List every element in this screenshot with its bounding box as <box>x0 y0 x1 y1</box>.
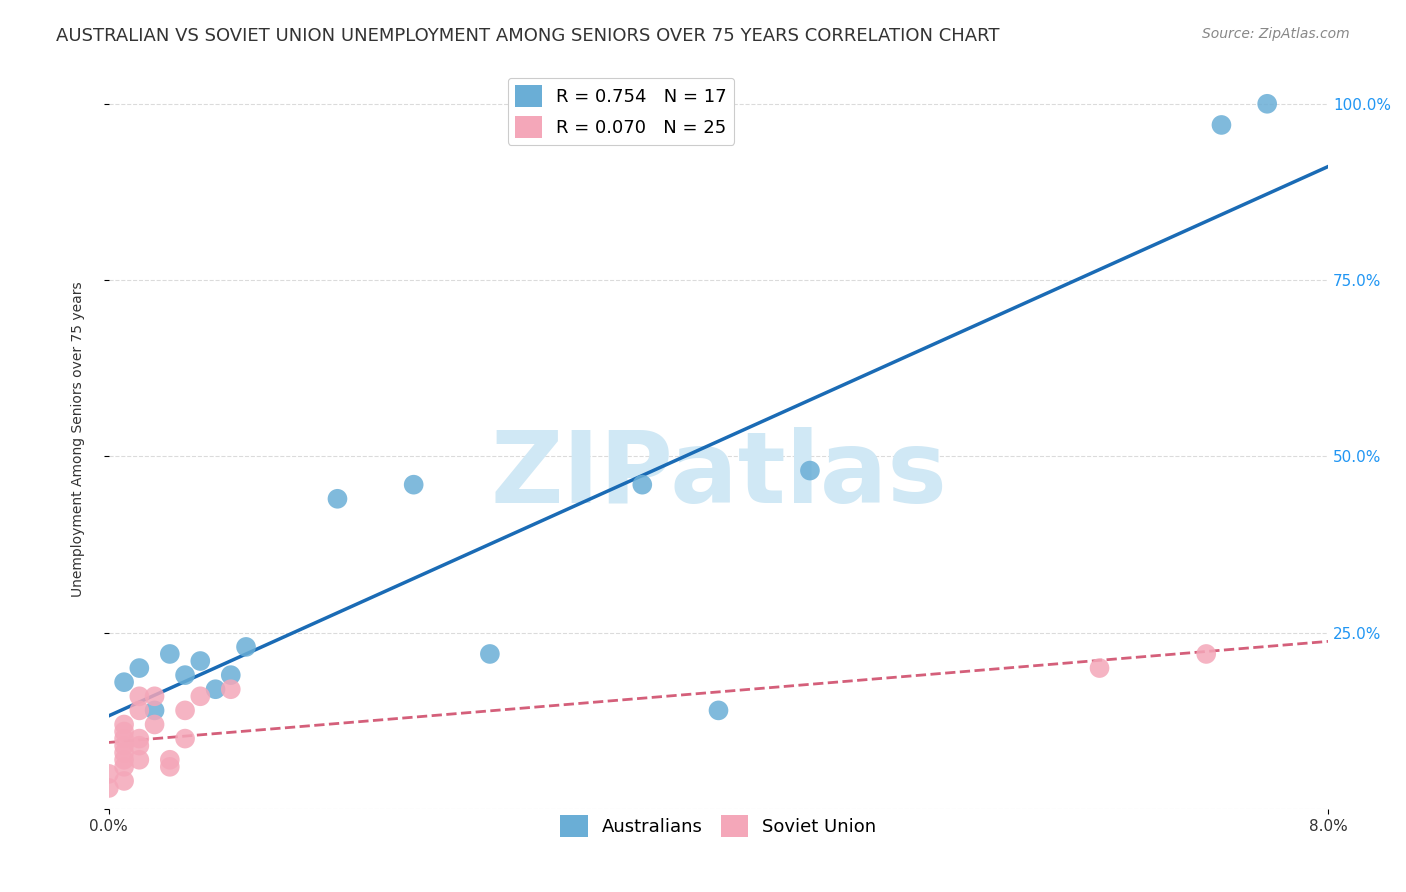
Text: AUSTRALIAN VS SOVIET UNION UNEMPLOYMENT AMONG SENIORS OVER 75 YEARS CORRELATION : AUSTRALIAN VS SOVIET UNION UNEMPLOYMENT … <box>56 27 1000 45</box>
Point <box>112 739 135 753</box>
Point <box>112 675 135 690</box>
Point <box>219 668 242 682</box>
Text: Source: ZipAtlas.com: Source: ZipAtlas.com <box>1202 27 1350 41</box>
Point <box>1088 661 1111 675</box>
Point <box>112 746 135 760</box>
Point <box>159 647 181 661</box>
Point <box>143 717 166 731</box>
Point <box>128 661 150 675</box>
Legend: Australians, Soviet Union: Australians, Soviet Union <box>553 808 884 845</box>
Point <box>402 477 425 491</box>
Point <box>143 690 166 704</box>
Point <box>143 703 166 717</box>
Y-axis label: Unemployment Among Seniors over 75 years: Unemployment Among Seniors over 75 years <box>72 281 86 597</box>
Point <box>188 690 211 704</box>
Point <box>159 753 181 767</box>
Point <box>128 739 150 753</box>
Point <box>112 753 135 767</box>
Point <box>326 491 349 506</box>
Point <box>112 773 135 788</box>
Point <box>235 640 257 654</box>
Point <box>97 767 120 781</box>
Point <box>1211 118 1233 132</box>
Point <box>97 780 120 795</box>
Point <box>128 690 150 704</box>
Point <box>112 724 135 739</box>
Point <box>174 703 197 717</box>
Point <box>707 703 730 717</box>
Point <box>112 731 135 746</box>
Point <box>174 731 197 746</box>
Text: ZIPatlas: ZIPatlas <box>491 427 946 524</box>
Point <box>128 703 150 717</box>
Point <box>112 717 135 731</box>
Point <box>112 760 135 774</box>
Point <box>174 668 197 682</box>
Point <box>188 654 211 668</box>
Point <box>1256 96 1278 111</box>
Point <box>219 682 242 697</box>
Point <box>159 760 181 774</box>
Point <box>204 682 226 697</box>
Point <box>128 731 150 746</box>
Point <box>1195 647 1218 661</box>
Point <box>631 477 654 491</box>
Point <box>799 464 821 478</box>
Point <box>128 753 150 767</box>
Point <box>478 647 501 661</box>
